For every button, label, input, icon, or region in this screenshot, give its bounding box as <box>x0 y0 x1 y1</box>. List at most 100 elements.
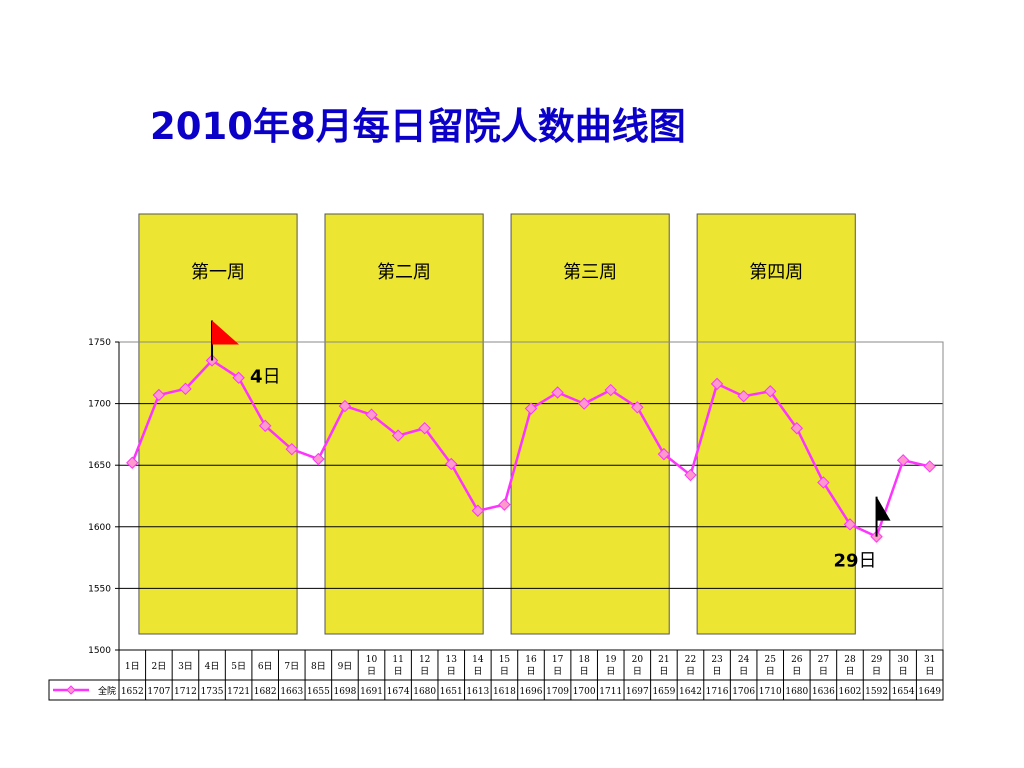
data-point <box>471 504 485 517</box>
x-category-label: 12 日 <box>419 655 430 677</box>
x-category-day: 19 <box>605 655 617 665</box>
x-category-label: 7日 <box>284 661 299 672</box>
x-category-day: 29 <box>871 655 883 665</box>
data-point <box>445 457 458 471</box>
x-category-unit: 日 <box>394 666 403 677</box>
week-band-4 <box>696 213 856 635</box>
x-category-day: 11 <box>392 655 403 665</box>
x-category-label: 5日 <box>231 661 246 672</box>
x-category-label: 27 日 <box>818 655 830 677</box>
data-point <box>923 460 936 473</box>
week-label-1: 第一周 <box>191 262 245 283</box>
annotation-unit: 日 <box>859 551 877 572</box>
x-category-unit: 日 <box>899 666 908 677</box>
x-category-unit: 日 <box>792 666 801 677</box>
week-label-4: 第四周 <box>749 262 803 283</box>
annotation-label: 4日 <box>250 366 281 387</box>
table-value-cell: 1682 <box>254 687 277 697</box>
x-category-label: 21 日 <box>658 655 669 677</box>
table-value-cell: 1697 <box>626 687 649 697</box>
data-point <box>684 468 697 482</box>
table-value-cell: 1707 <box>147 687 170 697</box>
table-value-cell: 1700 <box>573 687 596 697</box>
table-value-cell: 1652 <box>121 687 144 697</box>
data-point <box>365 408 378 421</box>
data-point <box>524 402 538 415</box>
x-category-day: 22 <box>685 655 696 665</box>
x-category-day: 16 <box>525 655 537 665</box>
table-value-cell: 1651 <box>440 687 463 697</box>
data-point <box>790 422 804 435</box>
data-point <box>896 454 910 467</box>
x-category-label: 2日 <box>152 661 167 672</box>
x-category-day: 21 <box>658 655 669 665</box>
x-category-day: 27 <box>818 655 830 665</box>
red-flag-icon <box>212 320 240 345</box>
table-value-cell: 1711 <box>599 687 622 697</box>
table-value-cell: 1691 <box>360 687 383 697</box>
series-group <box>126 354 936 543</box>
table-value-cell: 1636 <box>812 687 835 697</box>
x-category-day: 20 <box>632 655 644 665</box>
y-axis: 1500 1550 1600 1650 1700 1750 <box>88 338 119 656</box>
x-category-unit: 日 <box>766 666 775 677</box>
x-category-day: 31 <box>924 655 935 665</box>
x-category-label: 24 日 <box>738 655 750 677</box>
x-category-day: 26 <box>791 655 803 665</box>
table-value-cell: 1696 <box>520 687 543 697</box>
data-point <box>179 382 192 396</box>
legend-label: 全院 <box>98 685 116 697</box>
table-value-cell: 1674 <box>387 687 410 697</box>
x-category-label: 20 日 <box>632 655 644 677</box>
x-category-label: 14 日 <box>472 655 484 677</box>
table-value-cell: 1642 <box>679 687 702 697</box>
x-category-label: 28 日 <box>844 655 856 677</box>
x-category-label: 16 日 <box>525 655 537 677</box>
data-point <box>737 390 750 403</box>
table-value-cell: 1649 <box>918 687 941 697</box>
x-category-unit: 日 <box>713 666 722 677</box>
x-category-unit: 日 <box>367 666 376 677</box>
x-category-label: 31 日 <box>924 655 935 677</box>
x-category-day: 30 <box>897 655 909 665</box>
start-flag-annotation: 4日 <box>211 320 281 387</box>
x-category-unit: 日 <box>925 666 934 677</box>
x-category-day: 25 <box>764 655 776 665</box>
x-category-unit: 日 <box>872 666 881 677</box>
x-category-unit: 日 <box>606 666 615 677</box>
table-value-cell: 1654 <box>892 687 915 697</box>
data-point <box>604 383 617 397</box>
table-value-cell: 1721 <box>227 687 250 697</box>
x-category-label: 23 日 <box>711 655 723 677</box>
data-point <box>631 401 644 414</box>
x-category-label: 3日 <box>178 661 193 672</box>
x-category-label: 30 日 <box>897 655 909 677</box>
page-title: 2010年8月每日留院人数曲线图 <box>150 105 686 148</box>
annotation-unit: 日 <box>263 366 281 387</box>
y-tick-label: 1650 <box>88 461 111 471</box>
table-value-cell: 1709 <box>546 687 569 697</box>
x-category-label: 4日 <box>205 661 220 672</box>
x-category-label: 18 日 <box>578 655 590 677</box>
x-category-day: 23 <box>711 655 723 665</box>
x-category-unit: 日 <box>633 666 642 677</box>
y-tick-label: 1550 <box>88 584 111 594</box>
table-value-cell: 1716 <box>706 687 729 697</box>
x-category-label: 29 日 <box>871 655 883 677</box>
table-value-cell: 1655 <box>307 687 330 697</box>
y-tick-label: 1500 <box>88 646 111 656</box>
x-category-day: 12 <box>419 655 430 665</box>
x-category-label: 25 日 <box>764 655 776 677</box>
x-category-label: 15 日 <box>499 655 511 677</box>
data-point <box>126 456 139 469</box>
table-value-cell: 1618 <box>493 687 516 697</box>
x-category-unit: 日 <box>659 666 668 677</box>
x-category-unit: 日 <box>580 666 589 677</box>
x-category-unit: 日 <box>526 666 535 677</box>
data-point <box>312 452 325 466</box>
data-point <box>764 385 777 398</box>
x-category-day: 24 <box>738 655 750 665</box>
week-label-3: 第三周 <box>563 262 617 283</box>
